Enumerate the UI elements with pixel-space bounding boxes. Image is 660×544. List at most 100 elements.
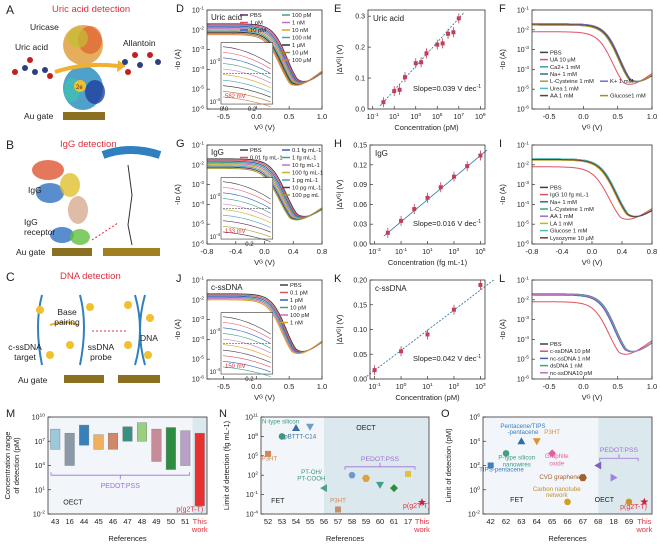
y-tick-label: 102 (469, 461, 480, 470)
y-tick-label: 10-3 (192, 315, 204, 324)
x-tick-label: -0.5 (217, 382, 230, 391)
legend-label: L-Cysteine 1 mM (550, 79, 594, 85)
igg-protein-illustration (32, 146, 162, 256)
chart-panel-m: M 10-2 101 104 107 1010 43 16 44 45 46 47 48 49 50 51 Th… (3, 408, 208, 543)
y-tick-label: 1011 (245, 413, 258, 422)
x-tick-label: -0.4 (556, 247, 569, 256)
chart-panel-d: D10-610-510-410-310-210-1-0.5 0.0 0.5 1.0Vᴳ… (173, 3, 327, 132)
data-point (517, 437, 526, 445)
x-tick-label: work (635, 525, 652, 534)
inset-curve (222, 198, 271, 214)
y-tick-label: 10-3 (192, 180, 204, 189)
data-point (412, 207, 417, 212)
inset-curve (222, 181, 271, 200)
legend-label: Ca2+ 1 mM (550, 65, 580, 71)
panel-label: G (176, 138, 185, 150)
x-tick-label: 60 (376, 517, 384, 526)
data-point (413, 61, 418, 66)
series-line-1 (532, 31, 653, 85)
x-tick-label: 0.0 (251, 112, 261, 121)
annotation-cnt: Carbon nanotube (533, 486, 581, 493)
x-tick-label: This (415, 517, 429, 526)
data-point (418, 498, 426, 506)
legend-label: Glucose1 mM (610, 94, 646, 100)
x-tick-label: 42 (487, 517, 495, 526)
bar-6 (136, 422, 147, 442)
legend-label: Na+ 1 mM (550, 200, 577, 206)
data-point (425, 195, 430, 200)
y-tick-label: 10-2 (517, 295, 529, 304)
fet-region (483, 417, 599, 514)
legend-label: Urea 1 mM (550, 86, 579, 92)
y-tick-label: 0.10 (353, 327, 367, 334)
y-tick-label: 10-4 (517, 65, 529, 74)
axes-frame (531, 279, 653, 380)
inset-curve (222, 355, 271, 368)
data-point (610, 473, 618, 482)
legend-label: c-ssDNA 10 pM (550, 349, 590, 355)
axes-frame (206, 279, 323, 380)
series-line-1 (532, 166, 653, 220)
series-line-4 (532, 294, 653, 353)
x-tick-label: 55 (306, 517, 314, 526)
data-point (424, 51, 429, 56)
data-point (362, 474, 370, 482)
x-axis-label: Vᴳ (V) (254, 393, 275, 402)
x-tick-label: 56 (320, 517, 328, 526)
data-point (478, 282, 483, 287)
x-tick-label: 10-1 (395, 247, 407, 256)
y-tick-label: 10-4 (192, 200, 204, 209)
panel-label: C (6, 270, 15, 284)
panel-title: Uric acid detection (52, 4, 131, 15)
data-point (397, 87, 402, 92)
x-axis-label: References (108, 534, 147, 543)
bar-1 (64, 432, 75, 466)
x-axis-label: Vᴳ (V) (582, 123, 603, 132)
x-tick-label: -0.8 (526, 247, 539, 256)
x-tick-label: 64 (533, 517, 541, 526)
fet-label: FET (271, 498, 285, 505)
axes-frame (531, 144, 653, 245)
axes-frame (47, 416, 208, 515)
bar-5 (122, 426, 133, 442)
slope-annotation: Slope=0.042 V dec-1 (413, 354, 481, 363)
p-g2t-t-label: p(g2T-T) (403, 503, 430, 510)
inset-curve (222, 321, 271, 340)
x-tick-label: 0.0 (259, 247, 269, 256)
legend-label: Glucose 1 mM (550, 229, 588, 235)
panel-label: N (219, 408, 227, 420)
chart-panel-n: N 10-4 10-1 102 105 108 1011 52 53 54 55 56 57 58 59 60… (219, 408, 430, 543)
inset-y-tick: 10-3 (210, 327, 221, 336)
x-tick-label: 63 (517, 517, 525, 526)
y-axis-label: -Iᴅ (A) (498, 319, 507, 340)
x-tick-label: 17 (404, 517, 412, 526)
legend-label: PBS (250, 13, 262, 19)
x-tick-label: 103 (410, 112, 421, 121)
data-point (372, 368, 377, 373)
legend-label: Na+ 1 mM (550, 72, 577, 78)
inset-curve (222, 333, 271, 349)
annotation-pt-oh: PT-OH/ (301, 469, 322, 476)
x-tick-label: 44 (80, 517, 88, 526)
x-tick-label: 54 (292, 517, 300, 526)
annotation-pt-cooh: PT-COOH (297, 475, 325, 482)
inset-curve (222, 192, 271, 209)
data-point (381, 100, 386, 105)
y-tick-label: 10-4 (517, 335, 529, 344)
y-tick-label: 0.00 (353, 242, 367, 249)
pedot-label: PEDOT:PSS (600, 447, 639, 454)
y-tick-label: 10-2 (468, 510, 480, 519)
y-tick-label: 10-1 (517, 6, 529, 15)
legend-label: 10 pM (290, 306, 306, 312)
chart-panel-i: I 10-6 10-5 10-4 10-3 10-2 10-1 -0.8 -0.4 0.0 0.4 0… (498, 138, 657, 267)
x-tick-label: 103 (475, 382, 486, 391)
y-tick-label: 10-3 (517, 45, 529, 54)
pedot-label: PEDOT:PSS (101, 483, 141, 490)
uricase-protein-illustration: 2e (12, 25, 161, 120)
bar-3 (93, 434, 104, 450)
data-point (451, 307, 456, 312)
x-tick-label: 0.5 (284, 112, 294, 121)
panel-label: K (334, 273, 342, 285)
legend-label: K+ 1 mM (610, 79, 634, 85)
electron-label: 2e (76, 85, 83, 91)
